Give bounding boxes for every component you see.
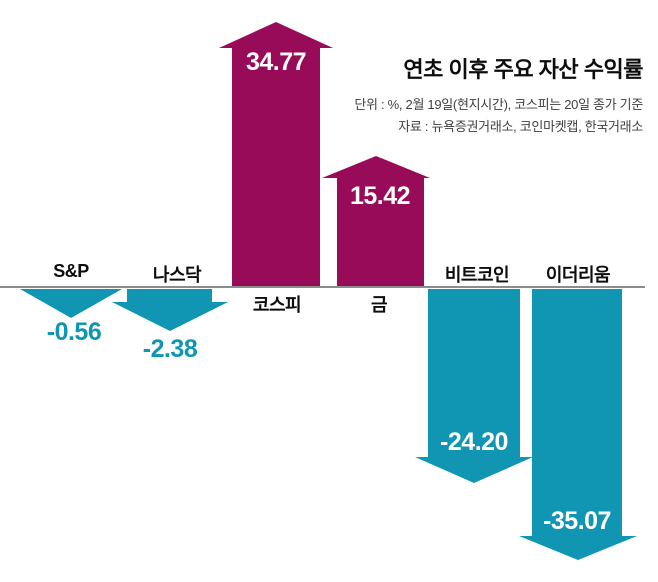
bitcoin-down-arrow: [415, 289, 533, 483]
value-bitcoin: -24.20: [440, 428, 508, 456]
sp500-down-arrow: [20, 289, 122, 318]
label-nasdaq: 나스닥: [152, 265, 202, 285]
label-sp500: S&P: [53, 261, 89, 281]
value-ethereum: -35.07: [543, 507, 611, 535]
nasdaq-down-arrow: [112, 289, 228, 331]
ethereum-down-arrow: [519, 289, 637, 560]
label-gold: 금: [370, 295, 388, 315]
label-kospi: 코스피: [252, 295, 302, 315]
chart-note-unit: 단위 : %, 2월 19일(현지시간), 코스피는 20일 종가 기준: [354, 97, 643, 112]
label-ethereum: 이더리움: [545, 265, 611, 285]
label-bitcoin: 비트코인: [444, 265, 510, 285]
value-kospi: 34.77: [245, 48, 307, 76]
value-gold: 15.42: [349, 182, 411, 210]
zero-baseline: [0, 286, 645, 288]
chart-note-source: 자료 : 뉴욕증권거래소, 코인마켓캡, 한국거래소: [398, 119, 643, 134]
chart-title: 연초 이후 주요 자산 수익률: [403, 57, 643, 82]
gold-up-arrow: [322, 156, 430, 287]
value-sp500: -0.56: [46, 318, 102, 346]
value-nasdaq: -2.38: [142, 335, 198, 363]
kospi-up-arrow: [219, 22, 333, 287]
chart-header: 연초 이후 주요 자산 수익률 단위 : %, 2월 19일(현지시간), 코스…: [354, 52, 643, 138]
